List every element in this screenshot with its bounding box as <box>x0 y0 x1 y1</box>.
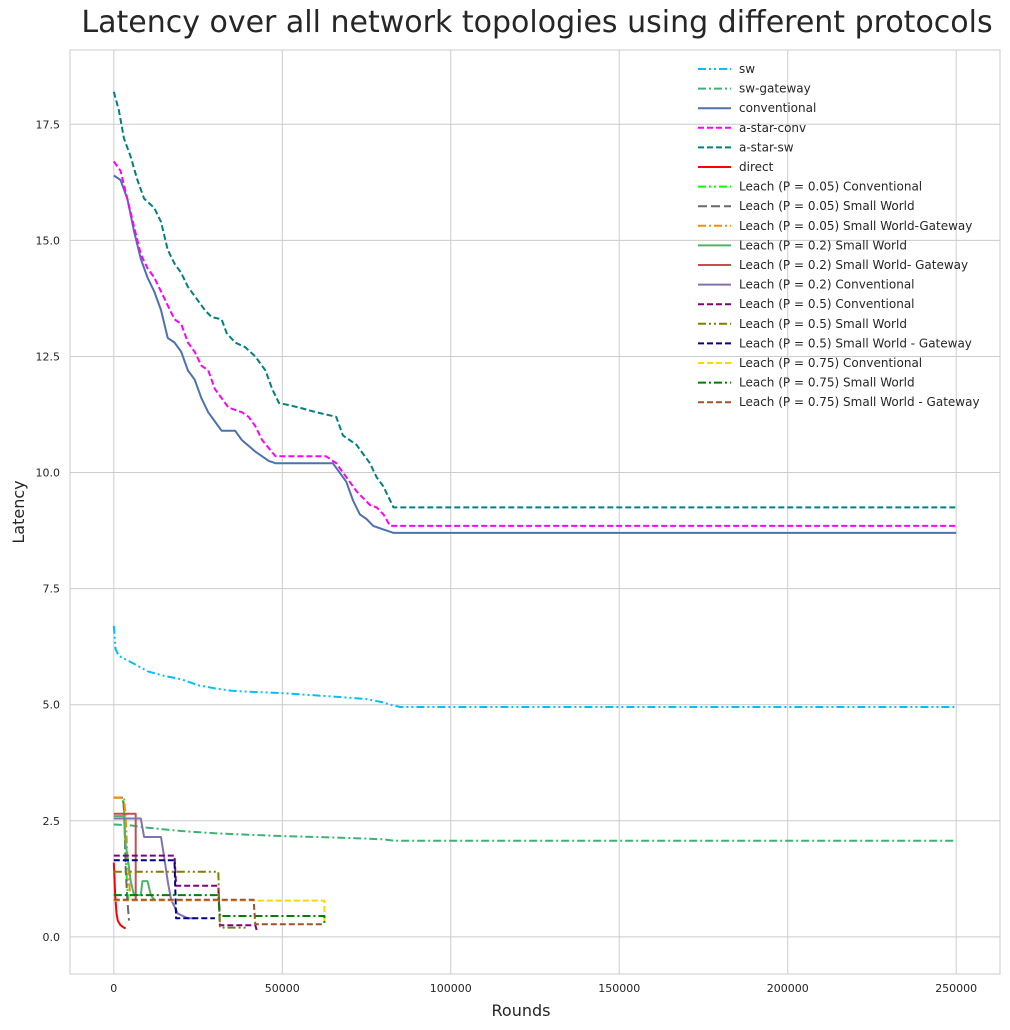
x-tick-label: 150000 <box>598 982 640 995</box>
legend-label: a-star-sw <box>739 140 794 154</box>
x-tick-label: 200000 <box>767 982 809 995</box>
legend: sw sw-gateway conventional a-star-conv a-sta… <box>698 62 980 409</box>
series-line-13 <box>113 870 249 929</box>
y-tick-label: 0.0 <box>43 931 61 944</box>
series-line-4 <box>112 91 957 509</box>
x-axis-label: Rounds <box>492 1001 551 1020</box>
chart-title: Latency over all network topologies usin… <box>81 5 992 40</box>
series-line-14 <box>113 859 215 920</box>
y-tick-label: 15.0 <box>36 234 61 247</box>
legend-label: sw <box>739 62 755 76</box>
series-line-16 <box>113 894 326 923</box>
plot-background <box>69 49 1001 975</box>
series-line-8 <box>113 796 132 900</box>
series-line-11 <box>113 817 195 920</box>
series-line-2 <box>113 174 957 534</box>
grid-lines <box>70 50 1000 974</box>
legend-label: Leach (P = 0.2) Conventional <box>739 278 915 292</box>
y-tick-label: 2.5 <box>43 815 61 828</box>
legend-label: Leach (P = 0.05) Small World <box>739 199 915 213</box>
legend-label: Leach (P = 0.05) Conventional <box>739 180 922 194</box>
legend-label: Leach (P = 0.5) Small World <box>739 317 907 331</box>
tick-labels: 0 50000 100000 150000 200000 250000 0.0 2.5 5.0 7… <box>36 118 978 995</box>
y-tick-label: 17.5 <box>36 118 61 131</box>
legend-label: Leach (P = 0.75) Small World - Gateway <box>739 395 980 409</box>
x-tick-label: 250000 <box>935 982 977 995</box>
legend-label: a-star-conv <box>739 121 806 135</box>
legend-label: Leach (P = 0.75) Conventional <box>739 356 922 370</box>
legend-label: Leach (P = 0.2) Small World- Gateway <box>739 258 968 272</box>
series-line-0 <box>112 625 957 708</box>
series-lines <box>112 91 957 932</box>
x-tick-label: 0 <box>110 982 117 995</box>
legend-label: Leach (P = 0.5) Conventional <box>739 297 915 311</box>
legend-label: sw-gateway <box>739 82 811 96</box>
legend-label: Leach (P = 0.2) Small World <box>739 238 907 252</box>
x-tick-label: 50000 <box>265 982 300 995</box>
y-tick-label: 12.5 <box>36 350 61 363</box>
y-tick-label: 7.5 <box>43 583 61 596</box>
legend-label: Leach (P = 0.05) Small World-Gateway <box>739 219 972 233</box>
x-tick-label: 100000 <box>430 982 472 995</box>
legend-label: Leach (P = 0.5) Small World - Gateway <box>739 336 972 350</box>
y-tick-label: 10.0 <box>36 467 61 480</box>
y-tick-label: 5.0 <box>43 699 61 712</box>
legend-label: conventional <box>739 101 816 115</box>
legend-label: direct <box>739 160 774 174</box>
series-line-3 <box>112 160 957 527</box>
y-axis-label: Latency <box>9 480 28 543</box>
series-line-10 <box>113 812 137 900</box>
legend-label: Leach (P = 0.75) Small World <box>739 376 915 390</box>
series-line-17 <box>113 898 325 926</box>
